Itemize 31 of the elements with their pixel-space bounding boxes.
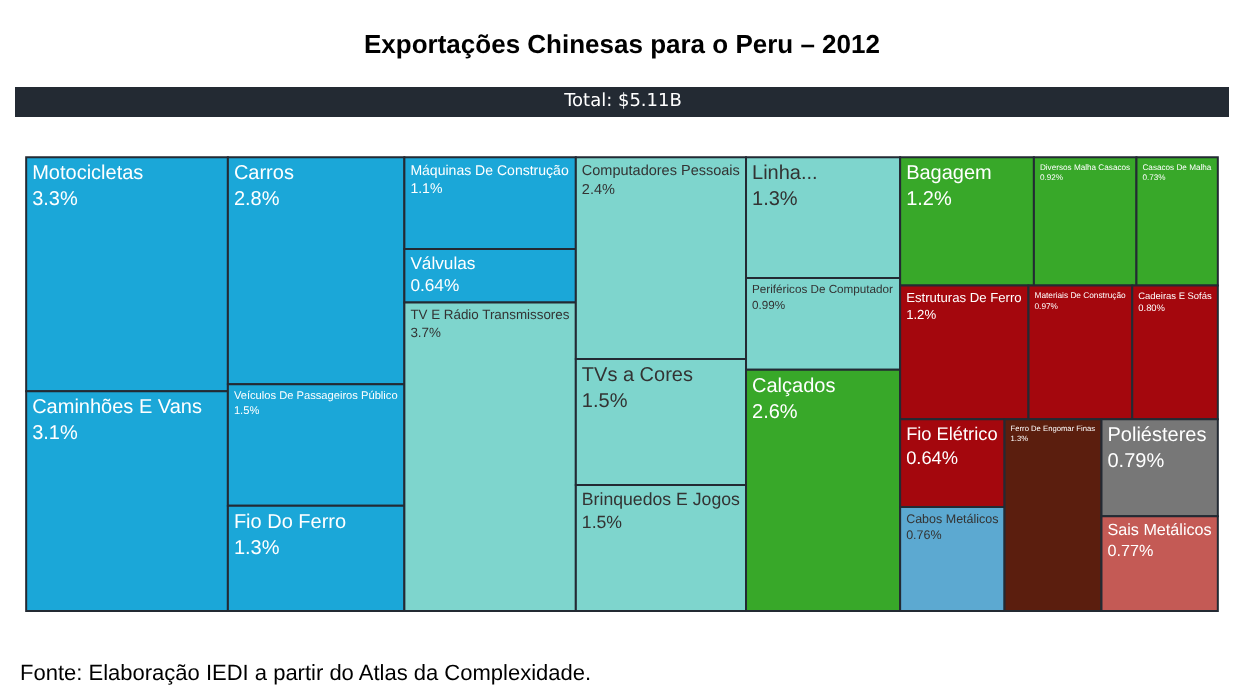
data-label: 1.3%: [752, 189, 798, 212]
data-label: 2.6%: [752, 401, 798, 424]
data-label: 0.64%: [906, 447, 958, 468]
data-label: 1.2%: [906, 189, 952, 212]
category-label: Fio Elétrico: [906, 423, 998, 444]
category-label: Brinquedos E Jogos: [581, 489, 742, 510]
data-label: 1.3%: [233, 537, 280, 560]
category-label: Carros: [233, 163, 294, 186]
data-label: 0.79%: [1107, 451, 1165, 474]
category-label: Calçados: [752, 375, 836, 398]
category-label: Fio Do Ferro: [233, 511, 347, 534]
source-note: Fonte: Elaboração IEDI a partir do Atlas da Complexidade.: [20, 662, 592, 686]
text: Total: $5.11B: [562, 92, 682, 112]
category-label: Poliésteres: [1107, 425, 1207, 448]
category-label: TVs a Cores: [581, 364, 693, 387]
data-label: 1.5%: [581, 512, 623, 533]
text: Exportações Chinesas para o Peru – 2012: [364, 28, 880, 59]
data-label: 3.1%: [32, 423, 78, 446]
category-label: Computadores Pessoais: [581, 160, 741, 179]
data-label: 3.3%: [32, 189, 78, 212]
data-label: 0.77%: [1107, 542, 1154, 561]
data-label: 0.64%: [410, 275, 460, 296]
category-label: Linha...: [752, 163, 818, 186]
category-label: Caminhões E Vans: [32, 397, 202, 420]
category-label: Válvulas: [410, 252, 476, 273]
data-label: 2.4%: [581, 179, 616, 198]
data-label: 2.8%: [233, 189, 280, 212]
category-label: Motocicletas: [32, 163, 144, 186]
category-label: Bagagem: [906, 163, 992, 186]
data-label: 1.5%: [581, 390, 628, 413]
category-label: Sais Metálicos: [1107, 521, 1212, 540]
